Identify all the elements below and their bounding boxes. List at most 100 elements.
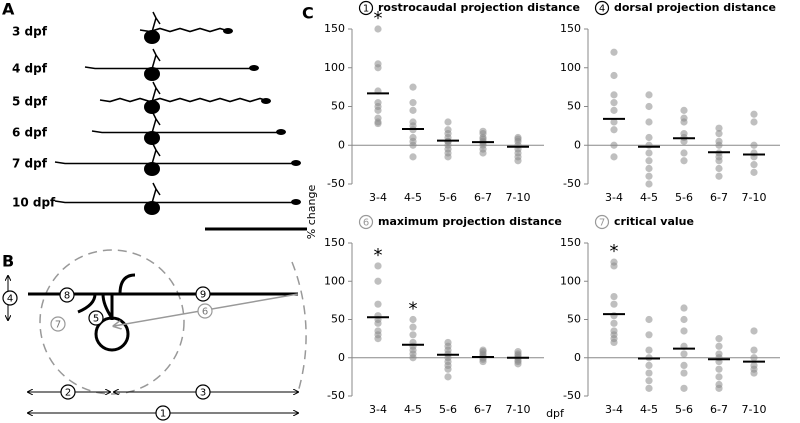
dendrite (151, 112, 161, 134)
x-tick-label: 5-6 (439, 191, 457, 204)
data-point (645, 118, 653, 126)
soma (144, 162, 160, 176)
data-point (750, 141, 758, 149)
marker-label: 1 (160, 409, 166, 420)
marker-label: 4 (7, 294, 13, 305)
data-point (645, 331, 653, 339)
marker-circle (60, 384, 76, 400)
panel-label: A (2, 0, 15, 19)
y-tick-label: -50 (327, 389, 345, 402)
data-point (680, 149, 688, 157)
dashed-circle (39, 249, 185, 395)
stage-label: 7 dpf (12, 157, 48, 171)
data-point (610, 126, 618, 134)
data-point (409, 141, 417, 149)
data-point (680, 106, 688, 114)
data-point (409, 315, 417, 324)
significance-mark: * (610, 241, 619, 262)
marker-circle (195, 384, 211, 400)
terminal (261, 98, 271, 104)
data-point (409, 99, 417, 107)
x-tick-label: 3-4 (605, 403, 623, 416)
data-point (479, 149, 487, 157)
panel-b: 1 2 3 4 5 6 7 8 9 (2, 249, 307, 421)
y-tick-label: 150 (324, 22, 345, 35)
data-point (610, 48, 618, 56)
data-point (610, 153, 618, 161)
neuron (54, 161, 295, 165)
data-point (645, 91, 653, 99)
data-point (680, 361, 688, 369)
data-point (680, 350, 688, 358)
x-tick-label: 7-10 (742, 191, 767, 204)
dendrite (151, 81, 161, 103)
title-badge-label: 4 (599, 4, 605, 15)
y-tick-label: 0 (338, 351, 345, 364)
soma (144, 67, 160, 81)
title-badge (594, 214, 610, 230)
dendrite (151, 11, 161, 33)
y-tick-label: -50 (563, 177, 581, 190)
chart-title: rostrocaudal projection distance (378, 1, 580, 14)
data-point (610, 319, 618, 327)
y-tick-label: 100 (324, 61, 345, 74)
x-tick-label: 6-7 (474, 191, 492, 204)
data-point (610, 91, 618, 99)
data-point (680, 137, 688, 145)
dashed-arc (291, 261, 307, 393)
stage-label: 10 dpf (12, 196, 56, 210)
soma (144, 100, 160, 114)
marker-circle (2, 290, 18, 306)
data-point (750, 327, 758, 335)
y-tick-label: 50 (567, 100, 581, 113)
y-tick-label: 150 (560, 236, 581, 249)
title-badge-label: 7 (599, 218, 605, 229)
chart: 1 rostrocaudal projection distance -50 0 50 1… (324, 0, 580, 204)
y-tick-label: 100 (324, 274, 345, 287)
stage-label: 4 dpf (12, 62, 48, 76)
data-point (645, 346, 653, 354)
stage-label: 3 dpf (12, 25, 48, 39)
data-point (444, 153, 452, 161)
data-point (374, 64, 382, 72)
data-point (680, 157, 688, 165)
y-tick-label: 150 (324, 236, 345, 249)
data-point (610, 71, 618, 80)
data-point (750, 110, 758, 118)
x-tick-label: 4-5 (640, 403, 658, 416)
chart-title: dorsal projection distance (614, 1, 776, 14)
x-tick-label: 5-6 (439, 403, 457, 416)
data-point (409, 83, 417, 91)
data-point (680, 327, 688, 335)
data-point (645, 164, 653, 173)
marker-circle (155, 405, 171, 421)
data-point (645, 369, 653, 377)
x-tick-label: 3-4 (369, 191, 387, 204)
data-point (680, 304, 688, 312)
terminal (291, 199, 301, 205)
data-point (610, 99, 618, 107)
data-point (715, 335, 723, 343)
y-tick-label: 0 (574, 138, 581, 151)
y-tick-label: 0 (574, 351, 581, 364)
data-point (680, 315, 688, 324)
data-point (645, 157, 653, 165)
data-point (409, 331, 417, 339)
significance-mark: * (374, 245, 383, 266)
data-point (715, 342, 723, 350)
data-point (750, 168, 758, 176)
chart-title: critical value (614, 215, 694, 228)
soma (144, 201, 160, 215)
marker-circle (195, 286, 211, 302)
data-point (645, 172, 653, 180)
data-point (645, 384, 653, 392)
data-point (680, 369, 688, 377)
data-point (645, 377, 653, 385)
y-tick-label: -50 (327, 177, 345, 190)
data-point (645, 315, 653, 324)
marker-label: 7 (55, 320, 61, 331)
data-point (645, 133, 653, 142)
x-tick-label: 5-6 (675, 403, 693, 416)
data-point (715, 373, 723, 381)
y-tick-label: 0 (338, 138, 345, 151)
